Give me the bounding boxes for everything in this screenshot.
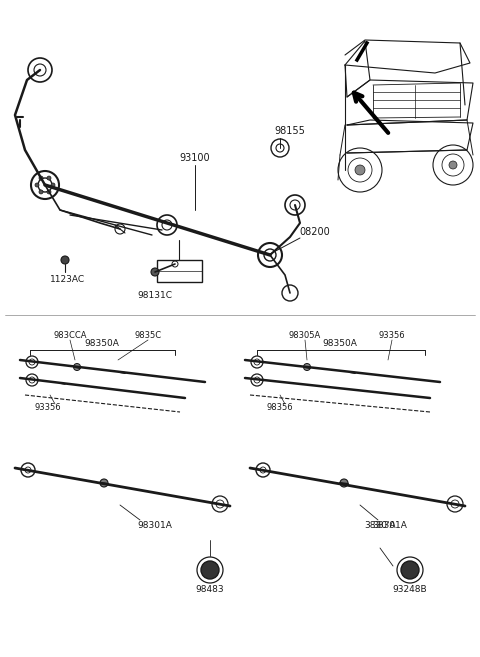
Circle shape [100,479,108,487]
Text: 93248B: 93248B [393,585,427,595]
Circle shape [39,176,43,180]
Text: 08200: 08200 [300,227,330,237]
Text: 98305A: 98305A [289,332,321,340]
Circle shape [61,256,69,264]
Circle shape [340,479,348,487]
Text: 98350A: 98350A [84,340,120,348]
Text: 98155: 98155 [275,126,305,136]
Text: 3830'A: 3830'A [364,522,396,530]
Text: 98131C: 98131C [137,290,172,300]
Circle shape [151,268,159,276]
Text: 9835C: 9835C [134,332,162,340]
Circle shape [35,183,39,187]
Text: 1123AC: 1123AC [50,275,85,284]
Text: 93356: 93356 [379,332,405,340]
Circle shape [201,561,219,579]
Text: 98350A: 98350A [323,340,358,348]
Text: 983CCA: 983CCA [53,332,87,340]
Circle shape [51,183,55,187]
Bar [157,260,202,282]
Circle shape [303,363,311,371]
Circle shape [47,190,51,194]
Circle shape [73,363,81,371]
Circle shape [39,190,43,194]
Circle shape [355,165,365,175]
Circle shape [401,561,419,579]
Text: 98483: 98483 [196,585,224,595]
Text: 38301A: 38301A [372,520,408,530]
Circle shape [47,176,51,180]
Text: 98301A: 98301A [138,520,172,530]
Circle shape [449,161,457,169]
Text: 93100: 93100 [180,153,210,163]
Text: 98356: 98356 [267,403,293,413]
Text: 93356: 93356 [35,403,61,413]
